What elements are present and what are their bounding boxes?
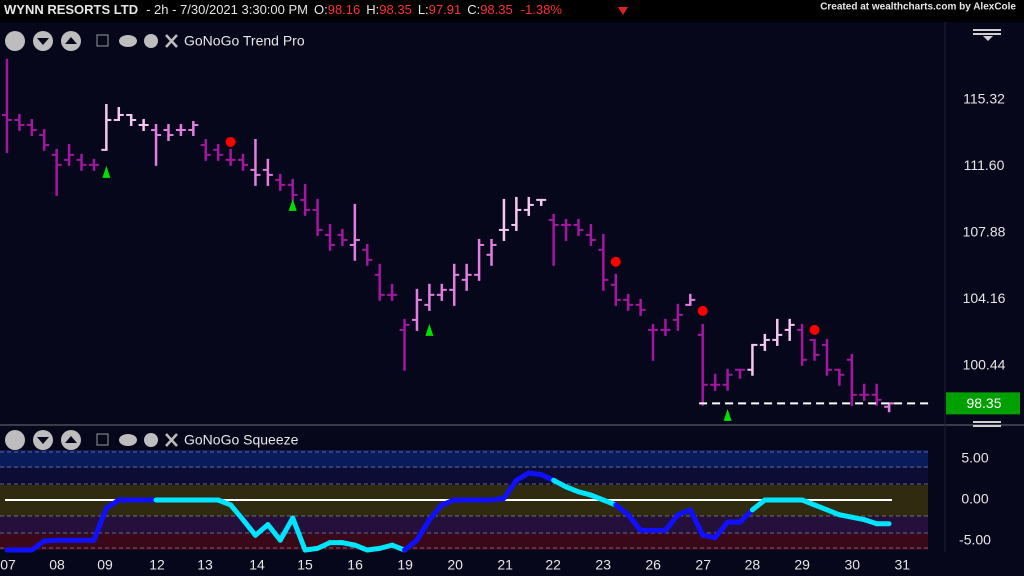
squeeze-segment — [712, 519, 731, 541]
x-tick-label: 29 — [794, 557, 810, 573]
collapse-button[interactable] — [96, 433, 109, 446]
squeeze-segment — [501, 477, 519, 501]
header-text: WYNN RESORTS LTD - 2h - 7/30/2021 3:30:00… — [4, 2, 562, 17]
squeeze-toolbar: GoNoGo Squeeze — [5, 430, 299, 450]
y-tick-label: 0.00 — [961, 491, 988, 507]
scale-menu[interactable] — [973, 29, 1001, 427]
x-tick-label: 14 — [249, 557, 265, 573]
x-tick-label: 26 — [645, 557, 661, 573]
change: -1.38% — [521, 2, 563, 17]
x-tick-label: 31 — [894, 557, 910, 573]
band — [0, 534, 928, 550]
x-tick-label: 09 — [97, 557, 113, 573]
x-tick-label: 20 — [447, 557, 463, 573]
panel-title: GoNoGo Trend Pro — [184, 33, 305, 49]
x-tick-label: 27 — [695, 557, 711, 573]
y-tick-label: 111.60 — [964, 157, 1005, 173]
last-price-box — [946, 392, 1020, 415]
band — [0, 450, 928, 468]
squeeze-segment — [228, 502, 246, 523]
band — [0, 468, 928, 485]
x-tick-label: 23 — [595, 557, 611, 573]
last-price-label: 98.35 — [966, 395, 1001, 411]
x-tick-label: 28 — [745, 557, 761, 573]
squeeze-segment — [613, 502, 631, 518]
x-tick-label: 16 — [347, 557, 363, 573]
nogo-signal — [809, 324, 820, 335]
squeeze-segment — [265, 522, 283, 543]
squeeze-segment — [29, 538, 47, 553]
collapse-button[interactable] — [96, 34, 109, 47]
squeeze-segment — [625, 512, 644, 533]
expand-button[interactable] — [5, 31, 25, 51]
eye-button[interactable] — [119, 434, 137, 446]
quote-label: H: — [366, 2, 379, 17]
band-lines — [0, 451, 928, 549]
trend-toolbar: GoNoGo Trend Pro — [5, 31, 305, 51]
squeeze-segment — [240, 517, 258, 538]
symbol: WYNN RESORTS LTD — [4, 2, 138, 17]
quote-value: 98.35 — [379, 2, 412, 17]
scale-arrow — [983, 36, 993, 41]
x-tick-label: 19 — [397, 557, 413, 573]
squeeze-segment — [749, 497, 768, 513]
y-tick-label: 5.00 — [961, 450, 988, 466]
squeeze-segment — [737, 507, 755, 525]
squeeze-segment — [91, 505, 109, 543]
settings-button[interactable] — [144, 34, 158, 48]
go-signal — [102, 165, 111, 178]
header-bar — [0, 0, 1024, 22]
y-tick-label: 100.44 — [963, 357, 1006, 373]
y-tick-label: -5.00 — [959, 532, 991, 548]
x-tick-label: 30 — [845, 557, 861, 573]
squeeze-segment — [426, 502, 445, 523]
quote-label: O: — [314, 2, 328, 17]
down-arrow — [618, 7, 628, 15]
quote-value: 98.16 — [328, 2, 361, 17]
x-tick-label: 08 — [49, 557, 65, 573]
x-tick-label: 13 — [197, 557, 213, 573]
quote-value: 98.35 — [480, 2, 513, 17]
squeeze-segment — [277, 515, 296, 543]
y-tick-label: 107.88 — [963, 224, 1006, 240]
go-signal — [425, 323, 434, 336]
quote-value: 97.91 — [429, 2, 462, 17]
squeeze-segment — [290, 515, 308, 553]
y-tick-label: 115.32 — [963, 91, 1005, 107]
squeeze-segment — [402, 537, 420, 553]
nogo-signal — [610, 256, 621, 267]
expand-button[interactable] — [5, 430, 25, 450]
close-button[interactable] — [165, 34, 178, 48]
nogo-signal — [697, 305, 708, 316]
x-tick-label: 15 — [297, 557, 313, 573]
panel-title: GoNoGo Squeeze — [184, 432, 299, 448]
squeeze-segment — [252, 522, 271, 538]
x-tick-label: 07 — [0, 557, 16, 573]
interval: - 2h - 7/30/2021 3:30:00 PM — [146, 2, 308, 17]
squeeze-segment — [687, 507, 706, 538]
nogo-signal — [225, 136, 236, 147]
y-tick-label: 104.16 — [963, 290, 1006, 306]
x-tick-label: 22 — [545, 557, 561, 573]
x-tick-label: 12 — [149, 557, 165, 573]
squeeze-segment — [414, 517, 432, 543]
quote-label: L: — [418, 2, 429, 17]
go-signal — [288, 198, 297, 211]
squeeze-segment — [662, 512, 681, 533]
x-tick-label: 21 — [497, 557, 513, 573]
go-signal — [723, 408, 732, 421]
quote-label: C: — [467, 2, 480, 17]
eye-button[interactable] — [119, 35, 137, 47]
close-button[interactable] — [165, 433, 178, 447]
credit: Created at wealthcharts.com by AlexCole — [820, 2, 1016, 13]
band — [0, 516, 928, 534]
settings-button[interactable] — [144, 433, 158, 447]
